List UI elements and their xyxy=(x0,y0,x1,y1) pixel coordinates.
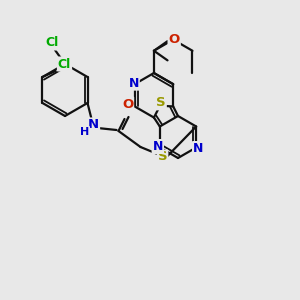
Text: N: N xyxy=(153,140,163,153)
Text: N: N xyxy=(128,76,139,90)
Text: H: H xyxy=(80,127,89,137)
Text: S: S xyxy=(158,151,167,164)
Text: O: O xyxy=(169,33,180,46)
Text: N: N xyxy=(193,142,203,155)
Text: Cl: Cl xyxy=(58,58,71,70)
Text: O: O xyxy=(122,98,133,110)
Text: N: N xyxy=(88,118,99,131)
Text: Cl: Cl xyxy=(45,37,58,50)
Text: S: S xyxy=(156,96,166,109)
